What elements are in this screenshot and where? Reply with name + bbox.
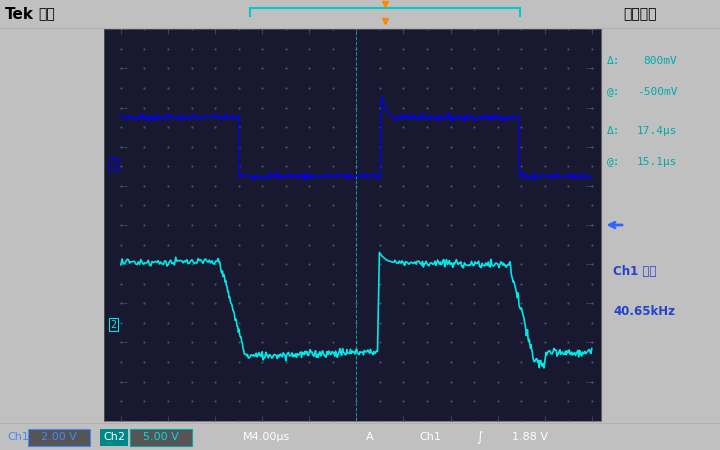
Text: M4.00μs: M4.00μs	[243, 432, 289, 442]
Text: 40.65kHz: 40.65kHz	[613, 305, 675, 318]
Text: Ch1 频率: Ch1 频率	[613, 266, 657, 279]
Text: Tek: Tek	[5, 7, 34, 22]
Text: 800mV: 800mV	[643, 55, 677, 66]
Text: Δ:: Δ:	[607, 55, 621, 66]
Text: Ch1: Ch1	[419, 432, 441, 442]
Text: 2.00 V: 2.00 V	[41, 432, 77, 442]
Text: 5.00 V: 5.00 V	[143, 432, 179, 442]
Text: 已被触发: 已被触发	[624, 8, 657, 22]
Text: Δ:: Δ:	[607, 126, 621, 136]
Text: 2: 2	[111, 320, 117, 330]
Text: Ch2: Ch2	[103, 432, 125, 442]
Text: 1.88 V: 1.88 V	[512, 432, 548, 442]
Text: @:: @:	[607, 158, 621, 167]
Text: -500mV: -500mV	[636, 87, 678, 97]
Text: Ch1: Ch1	[7, 432, 29, 442]
Text: @:: @:	[607, 87, 621, 97]
Text: A: A	[366, 432, 374, 442]
Bar	[130, 428, 192, 446]
Text: 15.1μs: 15.1μs	[636, 158, 678, 167]
Bar	[28, 428, 90, 446]
Bar	[100, 428, 128, 446]
Text: 运行: 运行	[38, 8, 55, 22]
Text: 17.4μs: 17.4μs	[636, 126, 678, 136]
Text: 1: 1	[111, 159, 117, 169]
Text: ∫: ∫	[477, 431, 483, 444]
